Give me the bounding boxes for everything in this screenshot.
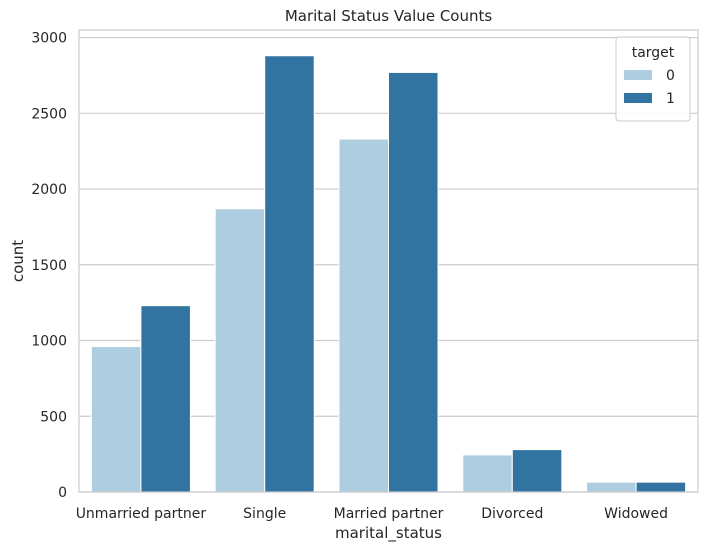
legend-swatch-1 — [624, 93, 652, 103]
y-tick-label: 2000 — [31, 182, 67, 198]
legend: target 01 — [615, 36, 691, 122]
bar-married-partner-target-0 — [338, 138, 390, 493]
x-tick-label: Single — [243, 506, 286, 522]
bar-divorced-target-0 — [462, 454, 513, 493]
bar-unmarried-partner-target-0 — [90, 346, 142, 493]
legend-items: 01 — [624, 68, 675, 107]
bar-unmarried-partner-target-1 — [140, 305, 191, 493]
y-tick-label: 1000 — [31, 334, 67, 350]
bar-single-target-1 — [264, 55, 315, 493]
y-axis-label: count — [9, 240, 27, 282]
bar-single-target-0 — [214, 208, 266, 493]
legend-swatch-0 — [624, 70, 652, 80]
bar-married-partner-target-1 — [388, 71, 439, 493]
x-tick-label: Unmarried partner — [76, 506, 207, 522]
legend-title: target — [632, 45, 675, 61]
y-tick-label: 1500 — [31, 258, 67, 274]
legend-label-1: 1 — [666, 91, 675, 107]
bar-divorced-target-1 — [511, 449, 563, 493]
bars — [90, 55, 687, 493]
y-tick-labels: 0 500 1000 1500 2000 2500 3000 — [31, 31, 67, 501]
x-axis-label: marital_status — [335, 524, 442, 543]
y-tick-label: 500 — [40, 409, 67, 425]
x-tick-label: Widowed — [604, 506, 668, 522]
x-tick-label: Married partner — [334, 506, 444, 522]
x-tick-labels: Unmarried partner Single Married partner Di… — [76, 506, 668, 522]
y-tick-label: 2500 — [31, 106, 67, 122]
plot-frame — [78, 29, 699, 493]
x-tick-label: Divorced — [481, 506, 543, 522]
bar-widowed-target-0 — [586, 481, 637, 493]
legend-label-0: 0 — [666, 68, 675, 84]
bar-widowed-target-1 — [635, 481, 687, 493]
chart-title: Marital Status Value Counts — [285, 7, 493, 25]
y-tick-label: 0 — [58, 485, 67, 501]
y-tick-label: 3000 — [31, 31, 67, 47]
